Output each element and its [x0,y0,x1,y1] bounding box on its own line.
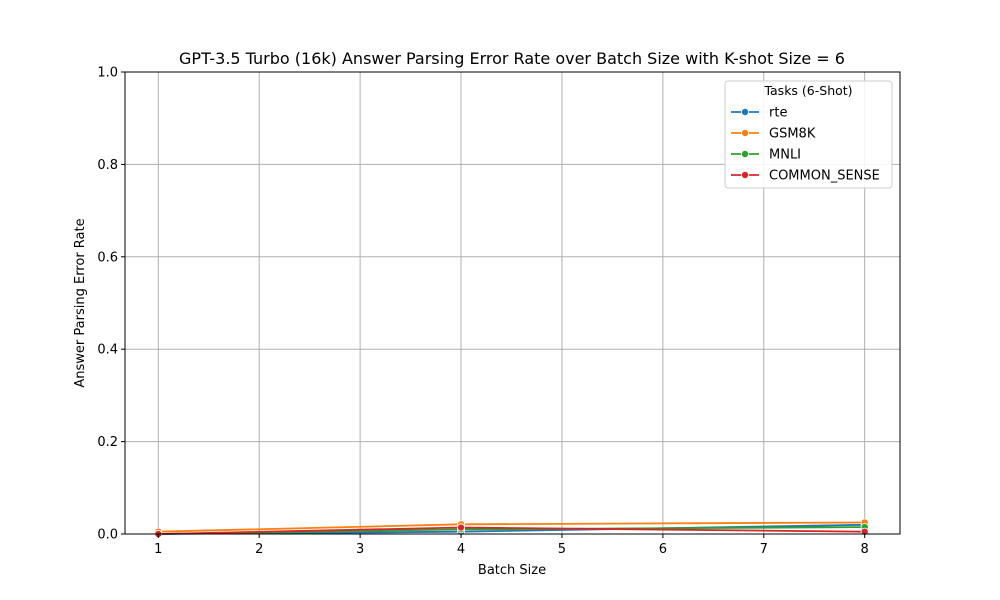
legend-title: Tasks (6-Shot) [763,83,852,98]
legend-item: GSM8K [731,127,816,142]
x-axis-label: Batch Size [478,563,546,578]
legend-swatch-marker [741,108,750,117]
y-tick-label: 0.0 [97,528,118,543]
y-tick-label: 0.4 [97,343,118,358]
legend-swatch-marker [741,170,750,179]
chart-title: GPT-3.5 Turbo (16k) Answer Parsing Error… [179,49,845,68]
y-tick-label: 1.0 [97,66,118,81]
grid [125,71,900,535]
legend-box [724,80,893,189]
x-tick-label: 3 [356,542,364,557]
x-tick-label: 7 [760,542,768,557]
legend-label: GSM8K [769,127,816,142]
data-point [457,523,466,532]
y-tick-label: 0.6 [97,250,118,265]
y-tick-label: 0.8 [97,158,118,173]
legend-swatch-marker [741,128,750,137]
x-tick-label: 8 [861,542,869,557]
x-tick-label: 5 [558,542,566,557]
legend-label: rte [769,106,787,121]
plot-frame [124,71,901,535]
legend-swatch-marker [741,149,750,158]
legend-item: COMMON_SENSE [731,169,880,184]
legend-label: MNLI [769,148,801,163]
x-tick-label: 1 [154,542,162,557]
y-axis: 0.0 0.2 0.4 0.6 0.8 1.0 [97,66,125,543]
legend-label: COMMON_SENSE [769,169,880,184]
x-tick-label: 6 [659,542,667,557]
y-tick-label: 0.2 [97,435,118,450]
x-axis: 1 2 3 4 5 6 7 8 [154,534,869,557]
legend-item: MNLI [731,148,801,163]
legend: Tasks (6-Shot) rte GSM8K MNLI COMMON_SENSE [724,80,893,189]
series-common-sense [154,523,869,539]
x-tick-label: 4 [457,542,465,557]
legend-item: rte [731,106,787,121]
x-tick-label: 2 [255,542,263,557]
y-axis-label: Answer Parsing Error Rate [73,218,88,387]
